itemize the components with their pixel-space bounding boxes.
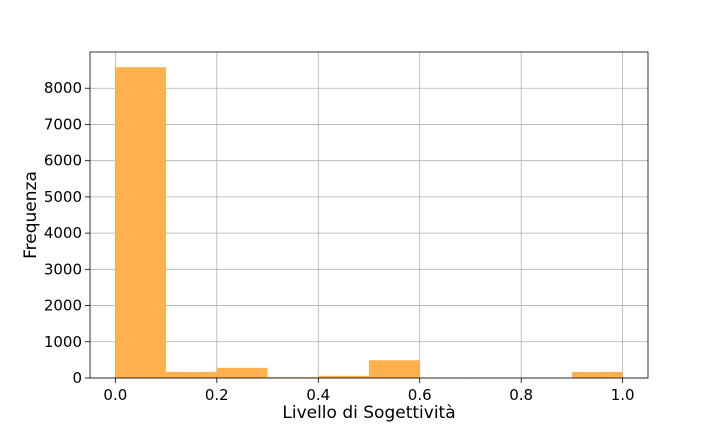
x-tick-label-4: 0.8 xyxy=(509,386,533,404)
y-tick-label-3: 3000 xyxy=(44,260,82,278)
bar-5 xyxy=(369,360,420,378)
x-axis-title: Livello di Sogettività xyxy=(282,403,455,423)
x-tick-label-1: 0.2 xyxy=(205,386,229,404)
x-tick-label-2: 0.4 xyxy=(306,386,330,404)
x-axis: 0.0 0.2 0.4 0.6 0.8 1.0 xyxy=(103,378,635,404)
bar-0 xyxy=(115,67,167,379)
y-tick-label-6: 6000 xyxy=(44,152,82,170)
x-tick-label-0: 0.0 xyxy=(103,386,127,404)
y-tick-label-2: 2000 xyxy=(44,297,82,315)
plot-frame xyxy=(89,51,649,379)
y-axis: 0 1000 2000 3000 4000 5000 6000 7000 8000 xyxy=(44,79,90,387)
grid xyxy=(90,52,648,379)
bar-4 xyxy=(318,375,369,378)
x-tick-label-5: 1.0 xyxy=(611,386,635,404)
y-axis-title: Frequenza xyxy=(21,171,41,259)
x-tick-label-3: 0.6 xyxy=(408,386,432,404)
y-tick-label-1: 1000 xyxy=(44,333,82,351)
y-tick-label-0: 0 xyxy=(72,369,82,387)
y-tick-label-5: 5000 xyxy=(44,188,82,206)
bar-9 xyxy=(571,371,623,378)
y-tick-label-8: 8000 xyxy=(44,79,82,97)
bar-1 xyxy=(166,371,217,378)
y-tick-label-4: 4000 xyxy=(44,224,82,242)
bar-2 xyxy=(216,367,268,378)
bars xyxy=(115,67,623,379)
y-tick-label-7: 7000 xyxy=(44,115,82,133)
